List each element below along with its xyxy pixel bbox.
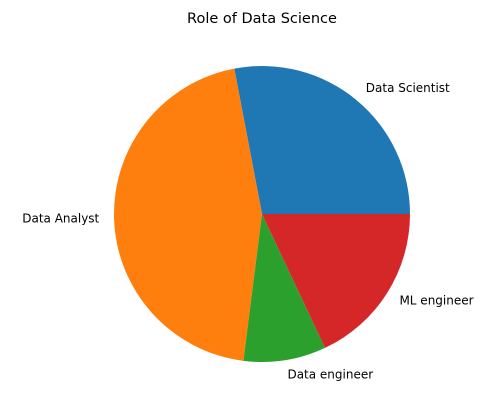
pie-slice-data-scientist: [234, 66, 410, 214]
pie-label-ml-engineer: ML engineer: [399, 294, 473, 308]
pie-slice-data-analyst: [113, 68, 262, 361]
pie-labels: Data Scientist Data Analyst Data engineer M…: [22, 81, 473, 381]
pie-label-data-engineer: Data engineer: [287, 367, 373, 381]
pie-label-data-analyst: Data Analyst: [22, 212, 99, 226]
pie-slice-ml-engineer: [262, 214, 410, 348]
pie-slice-data-engineer: [243, 214, 326, 363]
pie-label-data-scientist: Data Scientist: [366, 81, 450, 95]
chart-title: Role of Data Science: [187, 11, 337, 27]
pie-slices: [113, 66, 410, 363]
